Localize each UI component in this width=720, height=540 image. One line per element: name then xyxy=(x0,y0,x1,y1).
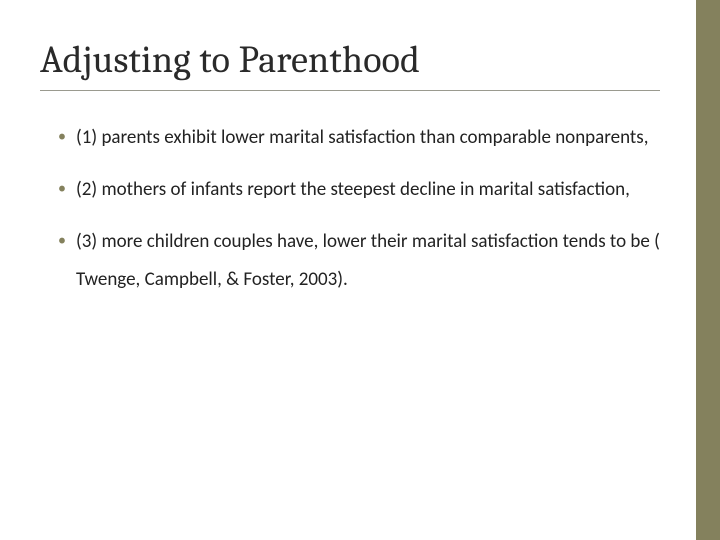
list-item: (2) mothers of infants report the steepe… xyxy=(58,171,660,209)
slide-title: Adjusting to Parenthood xyxy=(40,38,660,82)
accent-bar xyxy=(696,0,720,540)
list-item: (3) more children couples have, lower th… xyxy=(58,223,660,299)
bullet-list: (1) parents exhibit lower marital satisf… xyxy=(40,119,660,299)
list-item: (1) parents exhibit lower marital satisf… xyxy=(58,119,660,157)
slide-content: Adjusting to Parenthood (1) parents exhi… xyxy=(0,0,720,353)
title-container: Adjusting to Parenthood xyxy=(40,38,660,91)
